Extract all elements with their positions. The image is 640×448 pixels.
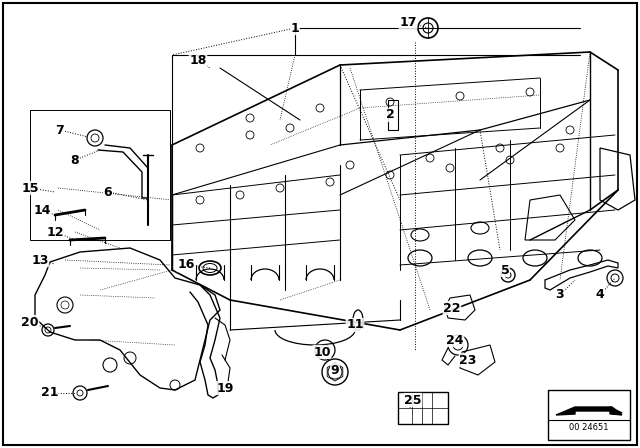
Text: 12: 12 xyxy=(46,225,64,238)
Text: 00 24651: 00 24651 xyxy=(569,422,609,431)
Text: 24: 24 xyxy=(446,333,464,346)
Text: 8: 8 xyxy=(70,154,79,167)
Text: 11: 11 xyxy=(346,319,364,332)
Bar xyxy=(398,392,448,424)
Bar xyxy=(30,110,170,240)
Text: 2: 2 xyxy=(386,108,394,121)
Polygon shape xyxy=(556,407,622,415)
Text: 22: 22 xyxy=(444,302,461,314)
Bar xyxy=(388,100,398,130)
Text: 21: 21 xyxy=(41,387,59,400)
Text: 1: 1 xyxy=(291,22,300,34)
Polygon shape xyxy=(610,407,622,414)
Text: 15: 15 xyxy=(21,181,39,194)
Text: 17: 17 xyxy=(399,16,417,29)
Text: 3: 3 xyxy=(556,289,564,302)
Text: 20: 20 xyxy=(21,315,39,328)
Bar xyxy=(548,390,630,440)
Text: 7: 7 xyxy=(56,124,65,137)
Text: 10: 10 xyxy=(313,345,331,358)
Text: 4: 4 xyxy=(596,289,604,302)
Text: 18: 18 xyxy=(189,53,207,66)
Text: 5: 5 xyxy=(500,263,509,276)
Text: 13: 13 xyxy=(31,254,49,267)
Text: 23: 23 xyxy=(460,353,477,366)
Text: 19: 19 xyxy=(216,382,234,395)
Text: 14: 14 xyxy=(33,203,51,216)
Text: 25: 25 xyxy=(404,393,422,406)
Text: 6: 6 xyxy=(104,185,112,198)
Text: 9: 9 xyxy=(331,363,339,376)
Text: 16: 16 xyxy=(177,258,195,271)
